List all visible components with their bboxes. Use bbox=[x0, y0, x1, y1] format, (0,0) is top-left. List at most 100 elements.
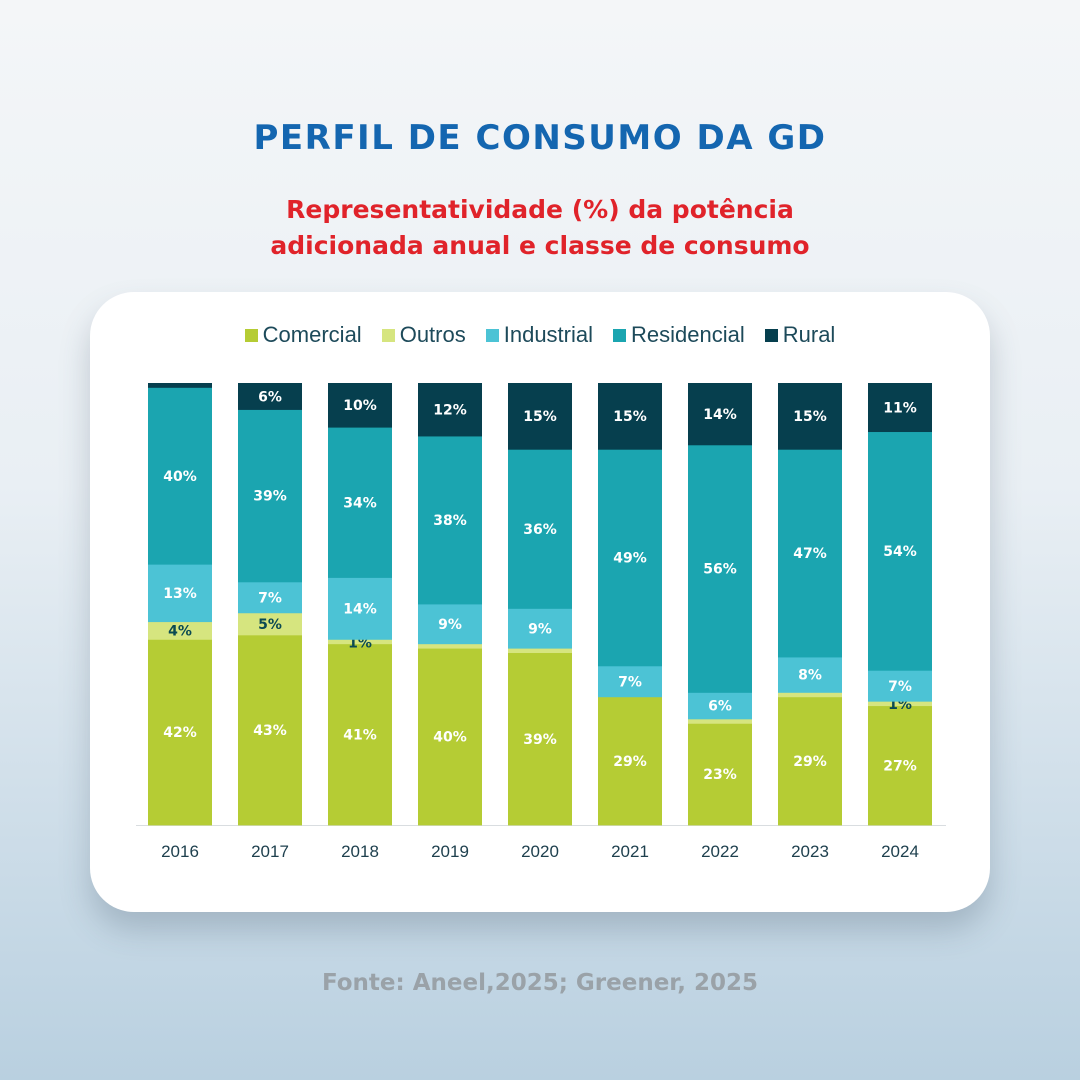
bar-industrial-2017 bbox=[238, 581, 302, 614]
data-label-rural-2020: 15% bbox=[523, 409, 557, 425]
bar-rural-2022 bbox=[688, 383, 752, 446]
bar-outros-2019 bbox=[418, 643, 482, 649]
legend-item-comercial: Comercial bbox=[244, 322, 362, 348]
legend-item-outros: Outros bbox=[381, 322, 466, 348]
bar-outros-2024 bbox=[868, 701, 932, 707]
data-label-residencial-2018: 34% bbox=[343, 495, 377, 511]
data-label-industrial-2023: 8% bbox=[798, 668, 822, 684]
source-note: Fonte: Aneel,2025; Greener, 2025 bbox=[321, 970, 759, 996]
bar-residencial-2020 bbox=[508, 449, 572, 609]
data-label-comercial-2017: 43% bbox=[253, 723, 287, 739]
bar-industrial-2019 bbox=[418, 604, 482, 645]
bar-comercial-2023 bbox=[778, 696, 842, 826]
bar-rural-2019 bbox=[418, 383, 482, 437]
x-tick-label-2019: 2019 bbox=[431, 842, 469, 861]
bar-industrial-2018 bbox=[328, 577, 392, 640]
bar-outros-2016 bbox=[148, 621, 212, 640]
bar-residencial-2018 bbox=[328, 427, 392, 578]
bar-residencial-2021 bbox=[598, 449, 662, 667]
data-label-comercial-2019: 40% bbox=[433, 730, 467, 746]
bar-industrial-2023 bbox=[778, 657, 842, 693]
bar-comercial-2019 bbox=[418, 648, 482, 826]
data-label-rural-2017: 6% bbox=[258, 389, 282, 405]
chart-title: PERFIL DE CONSUMO DA GD bbox=[253, 118, 827, 158]
bar-industrial-2022 bbox=[688, 692, 752, 720]
bar-residencial-2017 bbox=[238, 409, 302, 583]
bar-outros-2018 bbox=[328, 639, 392, 645]
data-label-residencial-2019: 38% bbox=[433, 513, 467, 529]
data-label-residencial-2024: 54% bbox=[883, 544, 917, 560]
bar-industrial-2020 bbox=[508, 608, 572, 649]
legend-label-outros: Outros bbox=[399, 322, 466, 347]
bar-residencial-2019 bbox=[418, 436, 482, 605]
bar-rural-2024 bbox=[868, 383, 932, 433]
data-label-industrial-2016: 13% bbox=[163, 586, 197, 602]
bar-comercial-2021 bbox=[598, 696, 662, 826]
bar-rural-2021 bbox=[598, 383, 662, 450]
data-label-industrial-2017: 7% bbox=[258, 590, 282, 606]
x-tick-label-2022: 2022 bbox=[701, 842, 739, 861]
data-label-industrial-2019: 9% bbox=[438, 617, 462, 633]
data-label-residencial-2017: 39% bbox=[253, 489, 287, 505]
x-tick-label-2021: 2021 bbox=[611, 842, 649, 861]
data-label-industrial-2021: 7% bbox=[618, 674, 642, 690]
bar-comercial-2022 bbox=[688, 723, 752, 826]
data-label-rural-2021: 15% bbox=[613, 409, 647, 425]
data-label-rural-2018: 10% bbox=[343, 398, 377, 414]
data-label-comercial-2018: 41% bbox=[343, 727, 377, 743]
legend-swatch-industrial bbox=[485, 328, 499, 342]
x-tick-label-2017: 2017 bbox=[251, 842, 289, 861]
data-label-residencial-2022: 56% bbox=[703, 562, 737, 578]
bar-residencial-2022 bbox=[688, 444, 752, 693]
bar-rural-2020 bbox=[508, 383, 572, 450]
legend-swatch-residencial bbox=[613, 328, 627, 342]
x-tick-label-2023: 2023 bbox=[791, 842, 829, 861]
bar-comercial-2017 bbox=[238, 634, 302, 826]
legend-item-industrial: Industrial bbox=[485, 322, 594, 348]
legend-swatch-outros bbox=[381, 328, 395, 342]
legend-item-residencial: Residencial bbox=[613, 322, 745, 348]
legend-label-comercial: Comercial bbox=[262, 322, 362, 347]
x-tick-label-2018: 2018 bbox=[341, 842, 379, 861]
legend-item-rural: Rural bbox=[764, 322, 836, 348]
x-tick-label-2016: 2016 bbox=[161, 842, 199, 861]
bar-comercial-2018 bbox=[328, 643, 392, 826]
bar-industrial-2024 bbox=[868, 670, 932, 702]
data-label-industrial-2022: 6% bbox=[708, 699, 732, 715]
data-label-residencial-2023: 47% bbox=[793, 546, 827, 562]
x-tick-label-2024: 2024 bbox=[881, 842, 919, 861]
data-label-rural-2023: 15% bbox=[793, 409, 827, 425]
legend-label-residencial: Residencial bbox=[631, 322, 745, 347]
bar-rural-2017 bbox=[238, 383, 302, 410]
bar-rural-2018 bbox=[328, 383, 392, 428]
bar-outros-2022 bbox=[688, 718, 752, 724]
chart-legend: Comercial Outros Industrial Residencial … bbox=[0, 322, 1080, 348]
legend-label-industrial: Industrial bbox=[503, 322, 594, 347]
bar-outros-2017 bbox=[238, 612, 302, 636]
bar-outros-2023 bbox=[778, 692, 842, 698]
data-label-outros-2016: 4% bbox=[168, 624, 192, 640]
data-label-industrial-2018: 14% bbox=[343, 601, 377, 617]
data-label-industrial-2020: 9% bbox=[528, 621, 552, 637]
bar-residencial-2016 bbox=[148, 387, 212, 565]
bar-comercial-2024 bbox=[868, 705, 932, 826]
bar-comercial-2020 bbox=[508, 652, 572, 826]
bar-rural-2023 bbox=[778, 383, 842, 450]
data-label-industrial-2024: 7% bbox=[888, 679, 912, 695]
x-tick-label-2020: 2020 bbox=[521, 842, 559, 861]
data-label-comercial-2021: 29% bbox=[613, 754, 647, 770]
bar-rural-2016 bbox=[148, 383, 212, 388]
legend-label-rural: Rural bbox=[782, 322, 836, 347]
data-label-comercial-2023: 29% bbox=[793, 754, 827, 770]
bar-residencial-2024 bbox=[868, 431, 932, 671]
chart-subtitle: Representatividade (%) da potência adici… bbox=[0, 192, 1080, 264]
legend-swatch-comercial bbox=[244, 328, 258, 342]
data-label-residencial-2020: 36% bbox=[523, 522, 557, 538]
data-label-comercial-2016: 42% bbox=[163, 725, 197, 741]
data-label-rural-2024: 11% bbox=[883, 400, 917, 416]
data-label-outros-2017: 5% bbox=[258, 617, 282, 633]
data-label-rural-2022: 14% bbox=[703, 407, 737, 423]
data-label-comercial-2022: 23% bbox=[703, 767, 737, 783]
data-label-comercial-2020: 39% bbox=[523, 732, 557, 748]
